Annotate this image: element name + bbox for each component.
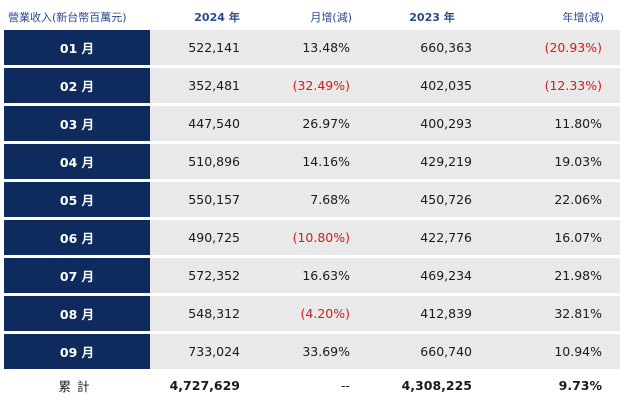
yoy-cell: 10.94% [476,334,620,369]
value-2023-cell: 450,726 [368,182,476,220]
table-row: 01 月 522,141 13.48% 660,363 (20.93%) [4,30,620,68]
mom-cell: 16.63% [244,258,368,296]
mom-cell: 13.48% [244,30,368,68]
table-row: 07 月 572,352 16.63% 469,234 21.98% [4,258,620,296]
total-2024-cell: 4,727,629 [150,369,244,401]
total-label: 累計 [4,369,150,401]
yoy-cell: 21.98% [476,258,620,296]
value-2024-cell: 550,157 [150,182,244,220]
month-cell: 05 月 [4,182,150,220]
yoy-cell: 32.81% [476,296,620,334]
table-row: 06 月 490,725 (10.80%) 422,776 16.07% [4,220,620,258]
revenue-table: 營業收入(新台幣百萬元) 2024 年 月增(減) 2023 年 年增(減) 0… [4,4,620,401]
yoy-cell: 16.07% [476,220,620,258]
month-cell: 03 月 [4,106,150,144]
value-2024-cell: 548,312 [150,296,244,334]
month-cell: 09 月 [4,334,150,369]
header-revenue-label: 營業收入(新台幣百萬元) [4,4,150,30]
yoy-cell: (20.93%) [476,30,620,68]
table-row: 09 月 733,024 33.69% 660,740 10.94% [4,334,620,369]
mom-cell: (10.80%) [244,220,368,258]
total-row: 累計 4,727,629 -- 4,308,225 9.73% [4,369,620,401]
table-row: 02 月 352,481 (32.49%) 402,035 (12.33%) [4,68,620,106]
month-cell: 06 月 [4,220,150,258]
value-2024-cell: 352,481 [150,68,244,106]
table-row: 03 月 447,540 26.97% 400,293 11.80% [4,106,620,144]
month-cell: 07 月 [4,258,150,296]
header-2024: 2024 年 [150,4,244,30]
value-2024-cell: 447,540 [150,106,244,144]
value-2024-cell: 733,024 [150,334,244,369]
month-cell: 04 月 [4,144,150,182]
revenue-table-container: 營業收入(新台幣百萬元) 2024 年 月增(減) 2023 年 年增(減) 0… [4,4,620,401]
month-cell: 08 月 [4,296,150,334]
value-2023-cell: 402,035 [368,68,476,106]
value-2023-cell: 469,234 [368,258,476,296]
table-header-row: 營業收入(新台幣百萬元) 2024 年 月增(減) 2023 年 年增(減) [4,4,620,30]
mom-cell: 7.68% [244,182,368,220]
header-yoy: 年增(減) [476,4,620,30]
value-2023-cell: 422,776 [368,220,476,258]
mom-cell: (4.20%) [244,296,368,334]
table-row: 05 月 550,157 7.68% 450,726 22.06% [4,182,620,220]
mom-cell: 14.16% [244,144,368,182]
header-mom: 月增(減) [244,4,368,30]
yoy-cell: (12.33%) [476,68,620,106]
value-2024-cell: 522,141 [150,30,244,68]
value-2023-cell: 429,219 [368,144,476,182]
yoy-cell: 11.80% [476,106,620,144]
mom-cell: 26.97% [244,106,368,144]
total-2023-cell: 4,308,225 [368,369,476,401]
total-yoy-cell: 9.73% [476,369,620,401]
table-row: 08 月 548,312 (4.20%) 412,839 32.81% [4,296,620,334]
value-2023-cell: 660,363 [368,30,476,68]
value-2024-cell: 510,896 [150,144,244,182]
value-2023-cell: 660,740 [368,334,476,369]
value-2024-cell: 572,352 [150,258,244,296]
total-mom-cell: -- [244,369,368,401]
value-2023-cell: 412,839 [368,296,476,334]
mom-cell: (32.49%) [244,68,368,106]
mom-cell: 33.69% [244,334,368,369]
month-cell: 02 月 [4,68,150,106]
yoy-cell: 22.06% [476,182,620,220]
month-cell: 01 月 [4,30,150,68]
table-row: 04 月 510,896 14.16% 429,219 19.03% [4,144,620,182]
value-2023-cell: 400,293 [368,106,476,144]
header-2023: 2023 年 [368,4,476,30]
value-2024-cell: 490,725 [150,220,244,258]
yoy-cell: 19.03% [476,144,620,182]
